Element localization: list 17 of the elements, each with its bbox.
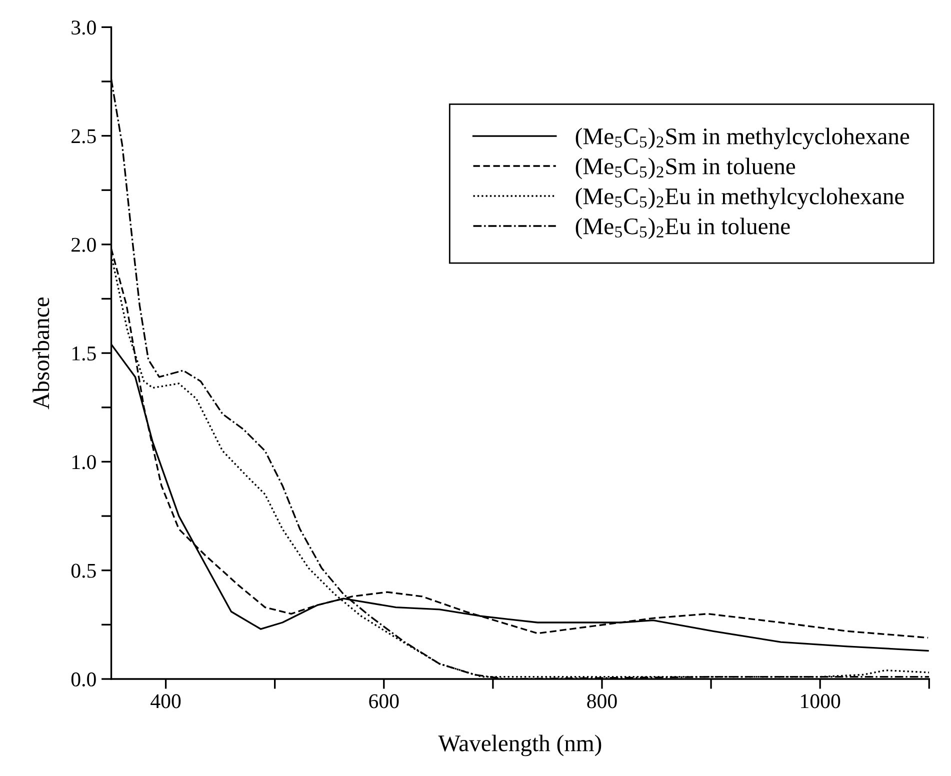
legend-label: (Me$_{5}$C$_{5}$)$_{2}$Eu in methylcyclohexane bbox=[576, 188, 904, 210]
y-tick-label: 3.0 bbox=[72, 20, 96, 35]
legend-label: (Me$_{5}$C$_{5}$)$_{2}$Sm in toluene bbox=[576, 158, 796, 180]
x-axis-title: Wavelength (nm) bbox=[438, 734, 602, 756]
y-tick-label: 2.5 bbox=[72, 129, 96, 144]
y-tick-label: 1.5 bbox=[72, 346, 96, 361]
y-tick-label: 0.0 bbox=[71, 672, 96, 687]
x-tick-label: 400 bbox=[150, 694, 181, 708]
y-tick-label: 0.5 bbox=[71, 564, 96, 578]
legend-label: (Me$_{5}$C$_{5}$)$_{2}$Eu in toluene bbox=[576, 218, 790, 240]
x-tick-label: 600 bbox=[369, 694, 399, 708]
y-axis-title: Absorbance bbox=[32, 298, 50, 410]
legend-label: (Me$_{5}$C$_{5}$)$_{2}$Sm in methylcyclohexane bbox=[576, 128, 910, 150]
y-tick-label: 2.0 bbox=[72, 238, 96, 252]
y-tick-label: 1.0 bbox=[72, 455, 96, 470]
x-tick-label: 800 bbox=[587, 694, 617, 708]
x-tick-label: 1000 bbox=[801, 694, 840, 708]
